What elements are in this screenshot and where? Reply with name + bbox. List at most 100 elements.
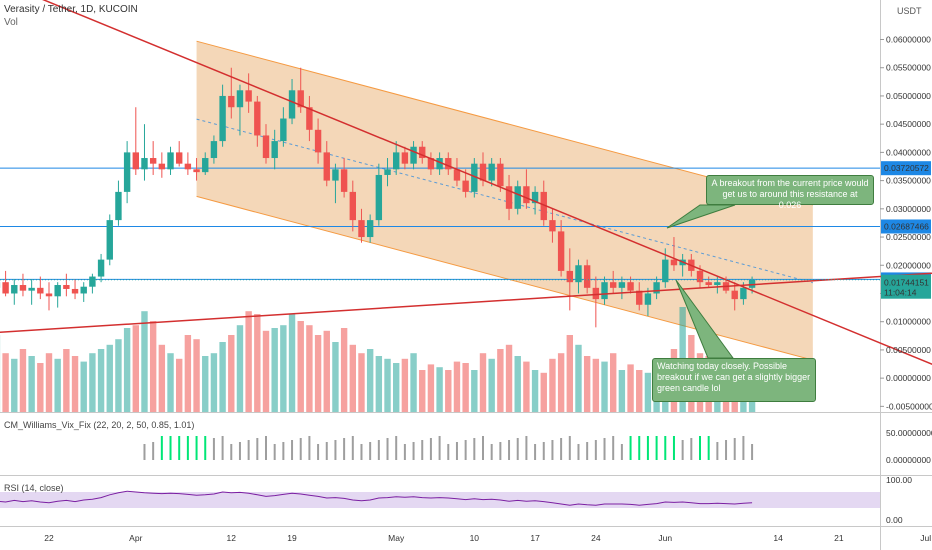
vix-bar	[620, 444, 623, 460]
price-axis-label: -0.00500000	[886, 401, 932, 411]
volume-bar	[583, 356, 591, 412]
volume-bar	[115, 339, 122, 412]
vix-bar	[542, 442, 545, 460]
volume-bar	[45, 353, 53, 412]
candle-body	[401, 152, 409, 164]
volume-bar	[375, 356, 383, 412]
volume-bar	[306, 325, 313, 412]
volume-bar	[254, 314, 261, 412]
candle-body	[592, 287, 600, 300]
vix-bar	[438, 436, 441, 460]
vix-bar	[343, 438, 346, 460]
candle-body	[714, 282, 721, 286]
vix-bar	[646, 436, 649, 460]
candle-body	[54, 285, 61, 297]
horizontal-level-tag	[881, 161, 931, 176]
volume-bar	[89, 353, 96, 412]
candle-body	[184, 163, 192, 170]
volume-bar	[184, 335, 192, 412]
time-axis-label: 19	[287, 533, 297, 543]
candle-body	[2, 282, 9, 294]
price-axis-label: 0.03500000	[886, 176, 931, 186]
candle-body	[618, 282, 626, 288]
candle-body	[479, 163, 487, 181]
candle-body	[627, 282, 634, 291]
volume-bar	[193, 339, 200, 412]
vix-bar	[516, 438, 519, 460]
candle-body	[19, 285, 27, 291]
vix-bar	[282, 442, 285, 460]
candle-body	[71, 288, 79, 294]
candle-body	[505, 186, 513, 209]
trendline	[0, 272, 932, 334]
vix-bar	[152, 442, 155, 460]
candle-body	[193, 169, 200, 173]
candle-body	[610, 282, 617, 288]
watch-note[interactable]: Watching today closely. Possible breakou…	[652, 358, 816, 402]
candle-body	[176, 152, 183, 164]
vix-bar	[525, 436, 528, 460]
candle-body	[280, 118, 287, 142]
price-axis-label: 0.00000000	[886, 373, 931, 383]
candle-body	[236, 90, 244, 108]
candle-body	[358, 220, 365, 238]
candle-body	[228, 95, 235, 108]
vix-bar	[273, 444, 276, 460]
volume-bar	[332, 342, 339, 412]
vix-axis-label: 50.00000000	[886, 428, 932, 438]
candle-body	[306, 107, 313, 130]
breakout-note[interactable]: A breakout from the current price would …	[706, 175, 874, 210]
vix-bar	[742, 436, 745, 460]
volume-bar	[540, 372, 547, 412]
vix-bar	[325, 442, 328, 460]
volume-bar	[436, 367, 443, 412]
candle-body	[63, 285, 70, 289]
candle-body	[436, 158, 443, 170]
volume-bar	[384, 358, 391, 412]
candle-body	[384, 169, 391, 175]
candle-body	[332, 169, 339, 181]
volume-bar	[245, 311, 252, 412]
vix-bar	[551, 440, 554, 460]
vix-bar	[499, 442, 502, 460]
candle-body	[349, 191, 356, 221]
rsi-band	[0, 492, 880, 508]
vix-bar	[265, 436, 267, 460]
volume-bar	[644, 372, 652, 412]
vix-bar	[360, 444, 363, 460]
candle-body	[262, 135, 270, 159]
candle-body	[453, 169, 461, 181]
candle-body	[636, 290, 643, 305]
vix-bar	[733, 438, 736, 460]
candle-body	[80, 286, 87, 294]
candle-body	[132, 152, 139, 170]
volume-bar	[228, 335, 235, 412]
candle-body	[297, 90, 304, 108]
vix-bar	[464, 440, 467, 460]
vix-bar	[577, 444, 580, 460]
volume-bar	[80, 361, 87, 412]
candle-body	[653, 282, 660, 294]
candle-body	[89, 276, 96, 287]
currency-label: USDT	[897, 6, 922, 16]
horizontal-level-label: 0.03720572	[884, 163, 929, 173]
candle-body	[45, 293, 53, 297]
time-axis-label: 12	[227, 533, 237, 543]
time-axis-label: May	[388, 533, 405, 543]
time-axis-label: 21	[834, 533, 844, 543]
price-axis-label: 0.05500000	[886, 63, 931, 73]
time-axis-label: Jul	[920, 533, 931, 543]
vix-bar	[143, 444, 146, 460]
volume-bar	[202, 356, 209, 412]
volume-bar	[601, 361, 608, 412]
volume-bar	[549, 358, 556, 412]
volume-bar	[176, 358, 183, 412]
volume-bar	[427, 364, 435, 412]
volume-bar	[37, 363, 44, 412]
horizontal-level-label: 0.02687466	[884, 221, 929, 231]
vix-bar	[664, 436, 667, 460]
candle-body	[531, 191, 539, 204]
vix-bar	[351, 436, 354, 460]
candle-body	[288, 90, 296, 119]
